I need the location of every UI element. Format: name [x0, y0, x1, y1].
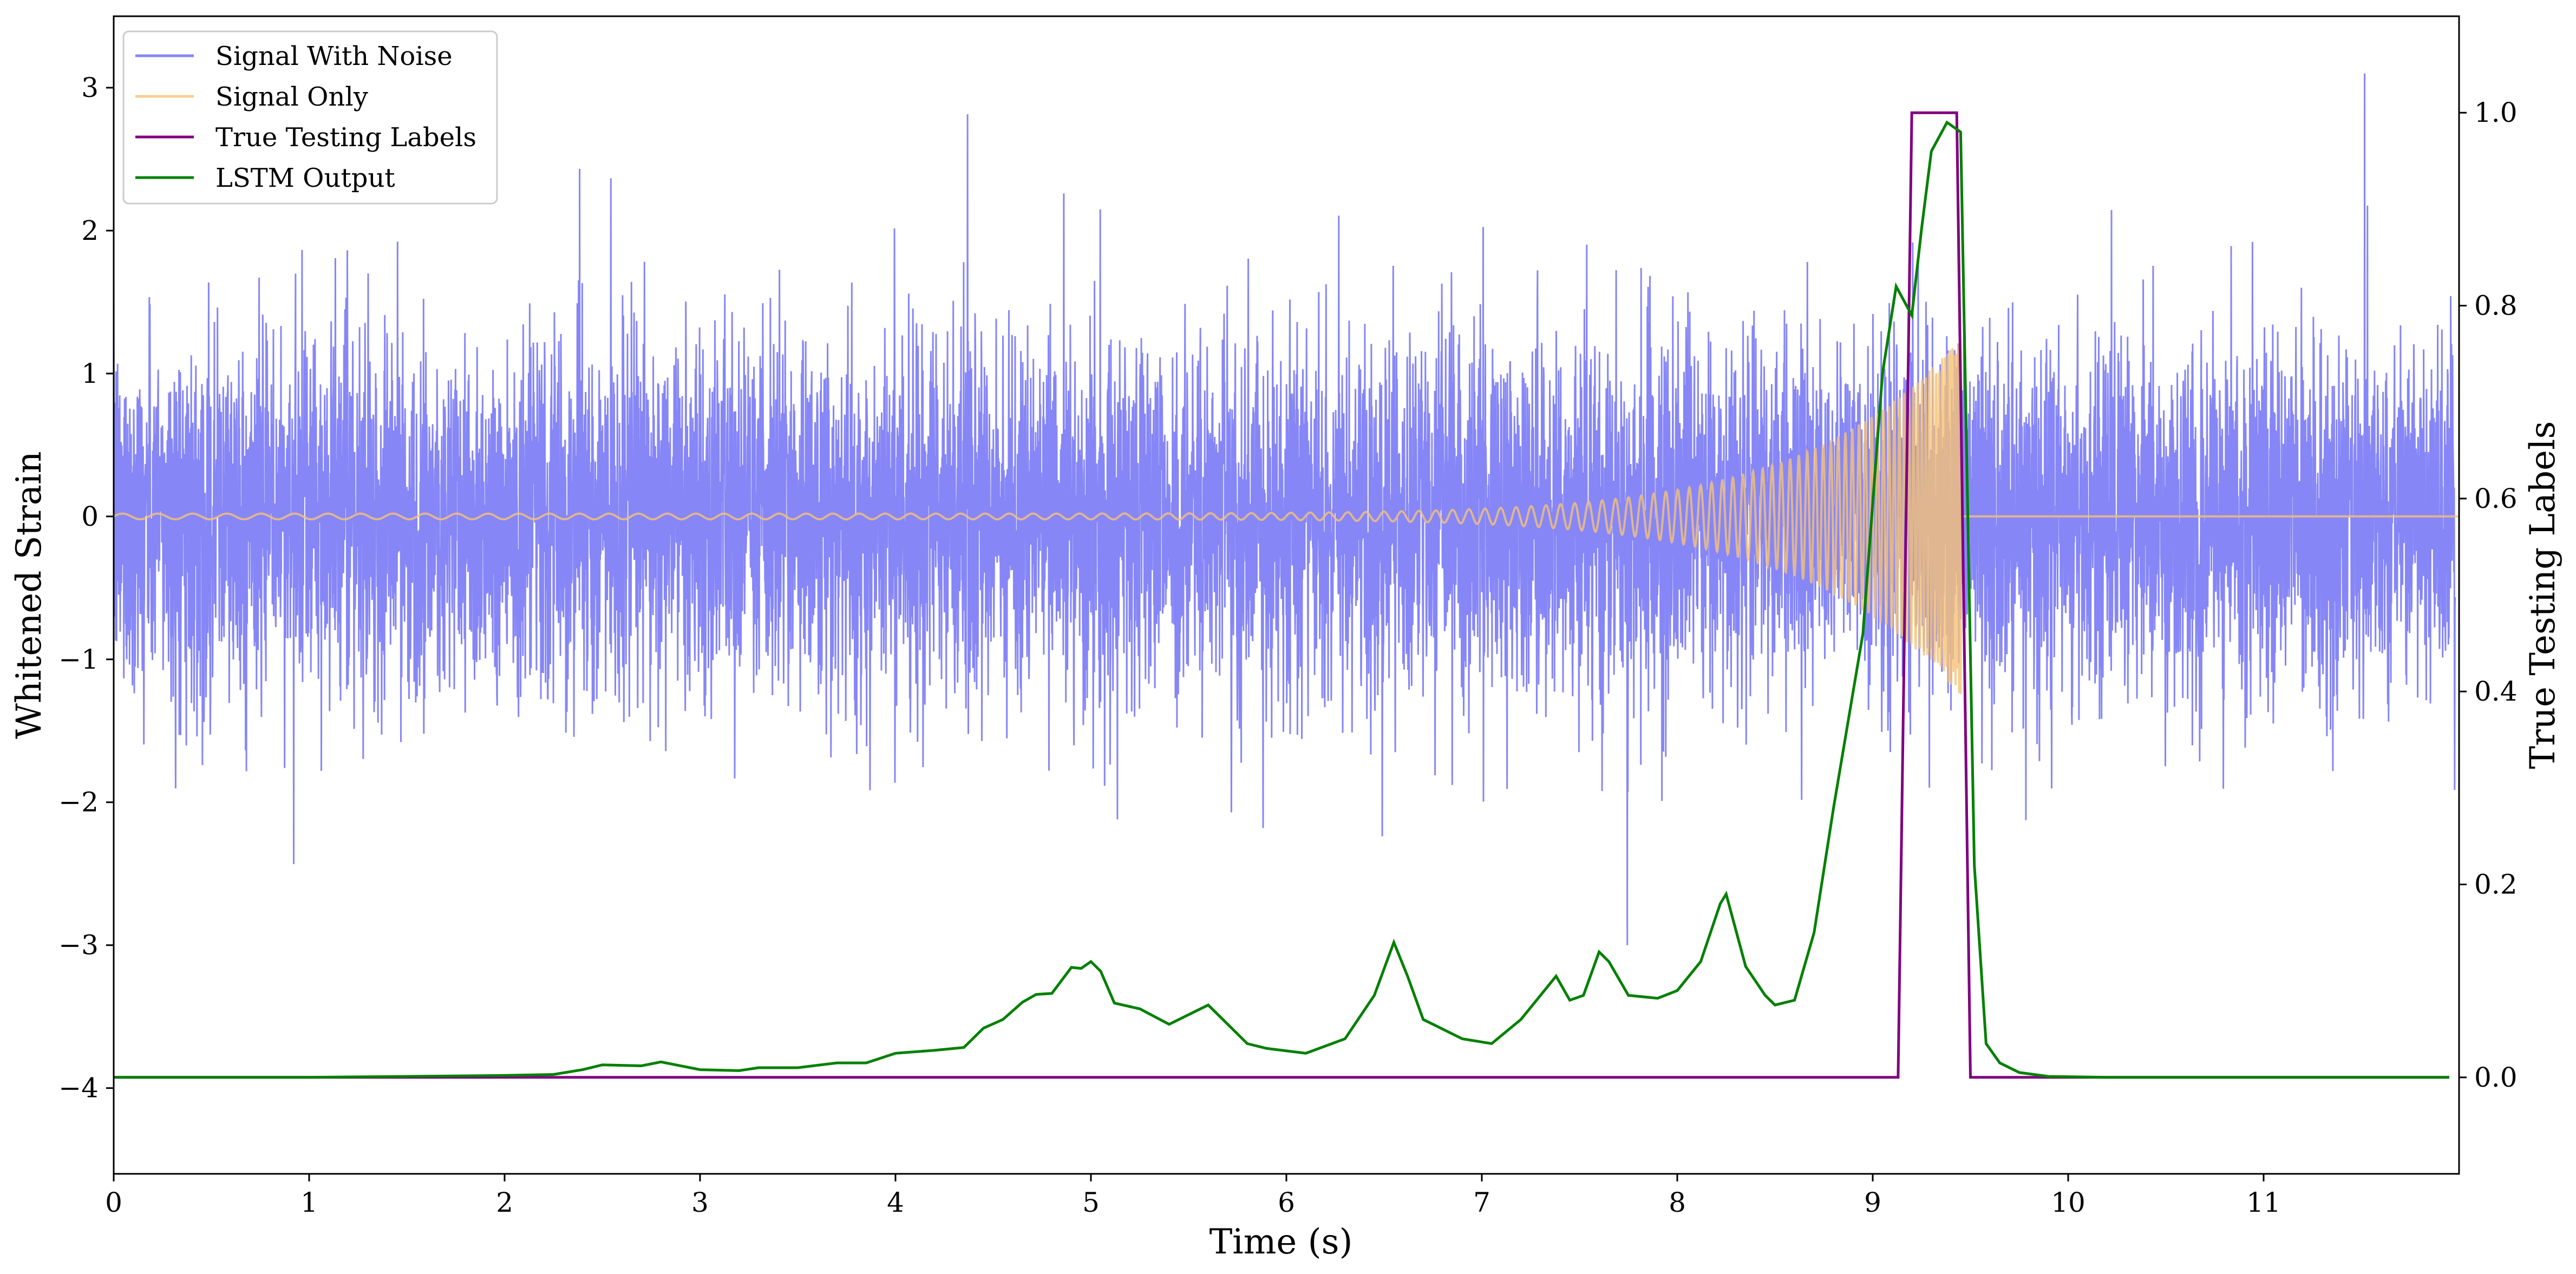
y-tick-label: 1 — [81, 358, 99, 389]
x-tick-label: 1 — [300, 1187, 318, 1218]
x-tick-label: 9 — [1864, 1187, 1881, 1218]
x-tick-label: 10 — [2051, 1187, 2085, 1218]
legend-label: LSTM Output — [215, 163, 395, 193]
y-axis-right: 0.0 0.2 0.4 0.6 0.8 1.0 — [2459, 97, 2518, 1093]
y-axis-left: −4 −3 −2 −1 0 1 2 3 — [58, 72, 114, 1104]
signal-only-line — [114, 340, 2459, 694]
y2-tick-label: 0.4 — [2474, 676, 2518, 707]
series-signal-only — [114, 340, 2459, 694]
x-axis: 0 1 2 3 4 5 6 7 8 9 10 11 — [105, 1174, 2281, 1218]
y-tick-label: 3 — [81, 72, 99, 103]
x-tick-label: 8 — [1669, 1187, 1686, 1218]
lstm-output-line — [114, 120, 2449, 1079]
y2-tick-label: 1.0 — [2474, 97, 2518, 128]
y-tick-label: −4 — [58, 1073, 99, 1104]
y-tick-label: −2 — [58, 787, 99, 818]
legend-label: Signal With Noise — [215, 41, 453, 71]
x-tick-label: 7 — [1473, 1187, 1490, 1218]
y2-tick-label: 0.8 — [2474, 290, 2518, 322]
y2-tick-label: 0.0 — [2474, 1062, 2518, 1093]
y2-tick-label: 0.6 — [2474, 483, 2518, 514]
y2-tick-label: 0.2 — [2474, 869, 2518, 900]
x-tick-label: 0 — [105, 1187, 122, 1218]
x-tick-label: 6 — [1278, 1187, 1295, 1218]
x-tick-label: 3 — [691, 1187, 709, 1218]
x-tick-label: 2 — [496, 1187, 513, 1218]
legend-label: Signal Only — [215, 82, 368, 112]
x-axis-label: Time (s) — [1209, 1222, 1353, 1262]
y-tick-label: 2 — [81, 215, 99, 246]
x-tick-label: 5 — [1082, 1187, 1100, 1218]
y-axis-label: Whitened Strain — [9, 451, 49, 739]
legend-box — [122, 30, 498, 205]
signal-with-noise-line — [114, 73, 2456, 945]
series-lstm-output — [114, 120, 2449, 1079]
y2-axis-label: True Testing Labels — [2523, 421, 2563, 769]
y-tick-label: −1 — [58, 644, 99, 675]
plot-area — [114, 73, 2459, 1079]
legend: Signal With Noise Signal Only True Testing… — [122, 30, 498, 205]
x-tick-label: 4 — [887, 1187, 904, 1218]
y-tick-label: 0 — [81, 501, 99, 532]
x-tick-label: 11 — [2246, 1187, 2281, 1218]
series-signal-with-noise — [114, 73, 2456, 945]
y-tick-label: −3 — [58, 930, 99, 961]
legend-label: True Testing Labels — [215, 122, 476, 153]
